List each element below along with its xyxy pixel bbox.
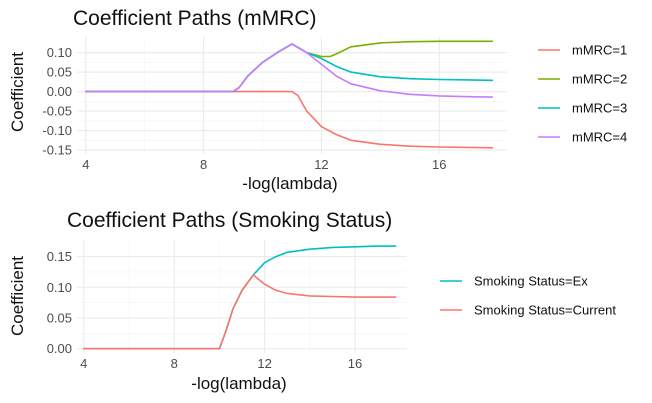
series-line-smoking-status-current bbox=[83, 274, 397, 350]
y-tick-label-mmrc: 0.05 bbox=[47, 65, 72, 80]
chart-panel-mmrc: Coefficient Paths (mMRC) 4 8 12 16 0.10 0.05 0… bbox=[8, 7, 627, 193]
x-axis-title-smoking: -log(lambda) bbox=[191, 374, 286, 393]
y-tick-label-smoking: 0.00 bbox=[47, 341, 72, 356]
legend-smoking: Smoking Status=Ex Smoking Status=Current bbox=[440, 274, 616, 318]
chart-title-mmrc: Coefficient Paths (mMRC) bbox=[73, 7, 317, 30]
legend-label-smoking-status-current: Smoking Status=Current bbox=[474, 303, 616, 318]
y-tick-label-mmrc: 0.10 bbox=[47, 45, 72, 60]
x-axis-title-mmrc: -log(lambda) bbox=[242, 174, 337, 193]
y-axis-title-smoking: Coefficient bbox=[8, 256, 27, 336]
y-axis-title-mmrc: Coefficient bbox=[8, 52, 27, 132]
plot-area-smoking: 4 8 12 16 0.15 0.10 0.05 0.00 bbox=[47, 240, 407, 371]
x-tick-label-smoking: 8 bbox=[171, 356, 178, 371]
y-tick-label-mmrc: 0.00 bbox=[47, 84, 72, 99]
y-tick-label-mmrc: -0.05 bbox=[42, 104, 72, 119]
series-line-mmrc-1 bbox=[85, 90, 494, 149]
x-tick-label-mmrc: 4 bbox=[82, 157, 89, 172]
y-tick-label-smoking: 0.15 bbox=[47, 249, 72, 264]
y-tick-label-mmrc: -0.10 bbox=[42, 123, 72, 138]
chart-title-smoking: Coefficient Paths (Smoking Status) bbox=[67, 209, 392, 232]
series-line-mmrc-3 bbox=[85, 43, 494, 93]
x-tick-label-smoking: 16 bbox=[348, 356, 362, 371]
x-tick-label-smoking: 12 bbox=[257, 356, 271, 371]
y-tick-label-smoking: 0.05 bbox=[47, 310, 72, 325]
plot-area-mmrc: 4 8 12 16 0.10 0.05 0.00 -0.05 -0.10 -0.15 bbox=[42, 37, 507, 172]
legend-label-mmrc-1: mMRC=1 bbox=[572, 43, 627, 58]
x-tick-label-smoking: 4 bbox=[80, 356, 87, 371]
legend-mmrc: mMRC=1 mMRC=2 mMRC=3 mMRC=4 bbox=[538, 43, 627, 145]
legend-label-smoking-status-ex: Smoking Status=Ex bbox=[474, 274, 588, 289]
y-tick-label-smoking: 0.10 bbox=[47, 280, 72, 295]
x-tick-label-mmrc: 12 bbox=[314, 157, 328, 172]
legend-label-mmrc-3: mMRC=3 bbox=[572, 101, 627, 116]
chart-panel-smoking: Coefficient Paths (Smoking Status) 4 8 12 1… bbox=[8, 209, 616, 393]
y-tick-label-mmrc: -0.15 bbox=[42, 143, 72, 158]
series-line-mmrc-2 bbox=[85, 40, 494, 93]
x-tick-label-mmrc: 8 bbox=[200, 157, 207, 172]
x-tick-label-mmrc: 16 bbox=[432, 157, 446, 172]
series-line-mmrc-4 bbox=[85, 43, 494, 98]
legend-label-mmrc-2: mMRC=2 bbox=[572, 72, 627, 87]
legend-label-mmrc-4: mMRC=4 bbox=[572, 130, 627, 145]
